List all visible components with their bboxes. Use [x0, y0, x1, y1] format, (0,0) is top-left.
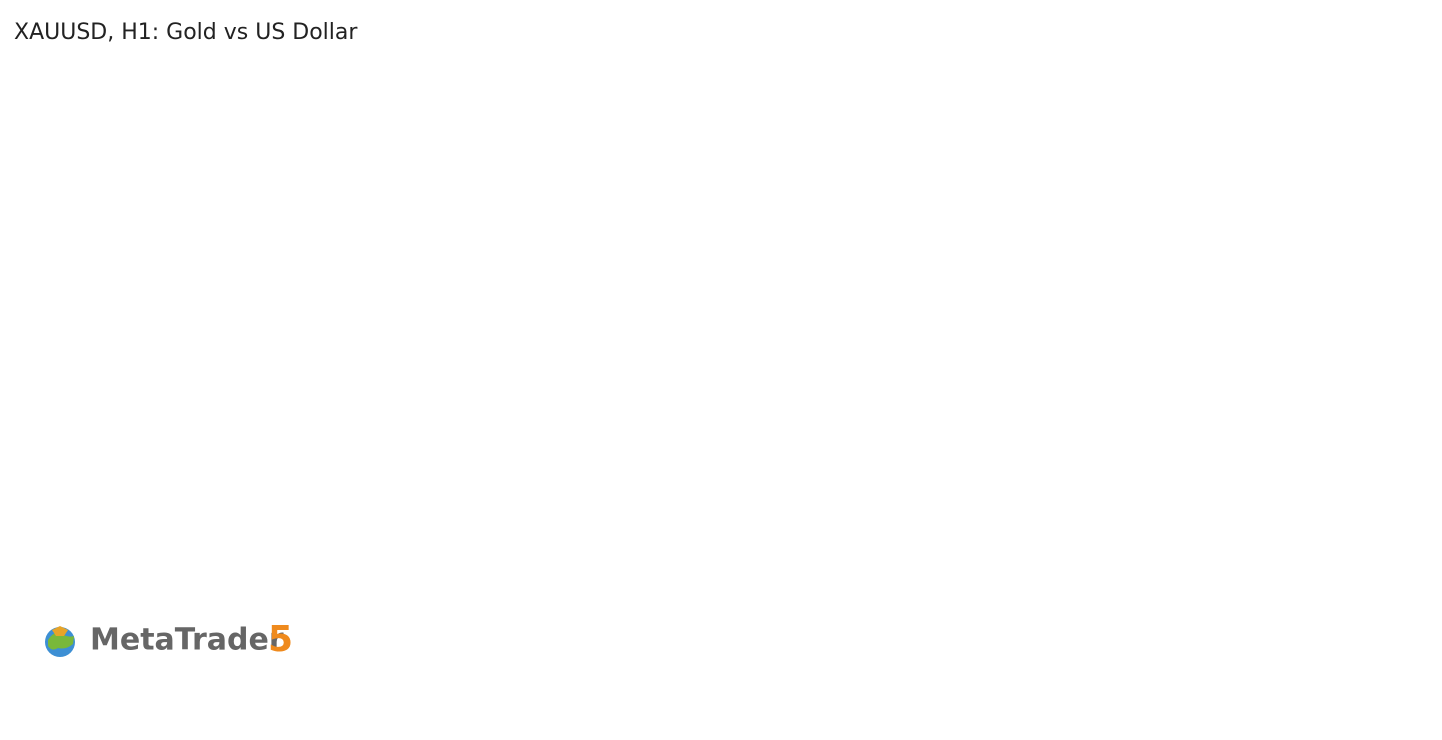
logo-cap [52, 626, 68, 636]
logo-icon [45, 626, 75, 657]
watermark: MetaTrader 5 [45, 619, 293, 660]
watermark-name: MetaTrader [90, 623, 284, 658]
watermark-version: 5 [268, 619, 293, 660]
chart-title: XAUUSD, H1: Gold vs US Dollar [14, 20, 358, 45]
globe-land [48, 632, 74, 650]
